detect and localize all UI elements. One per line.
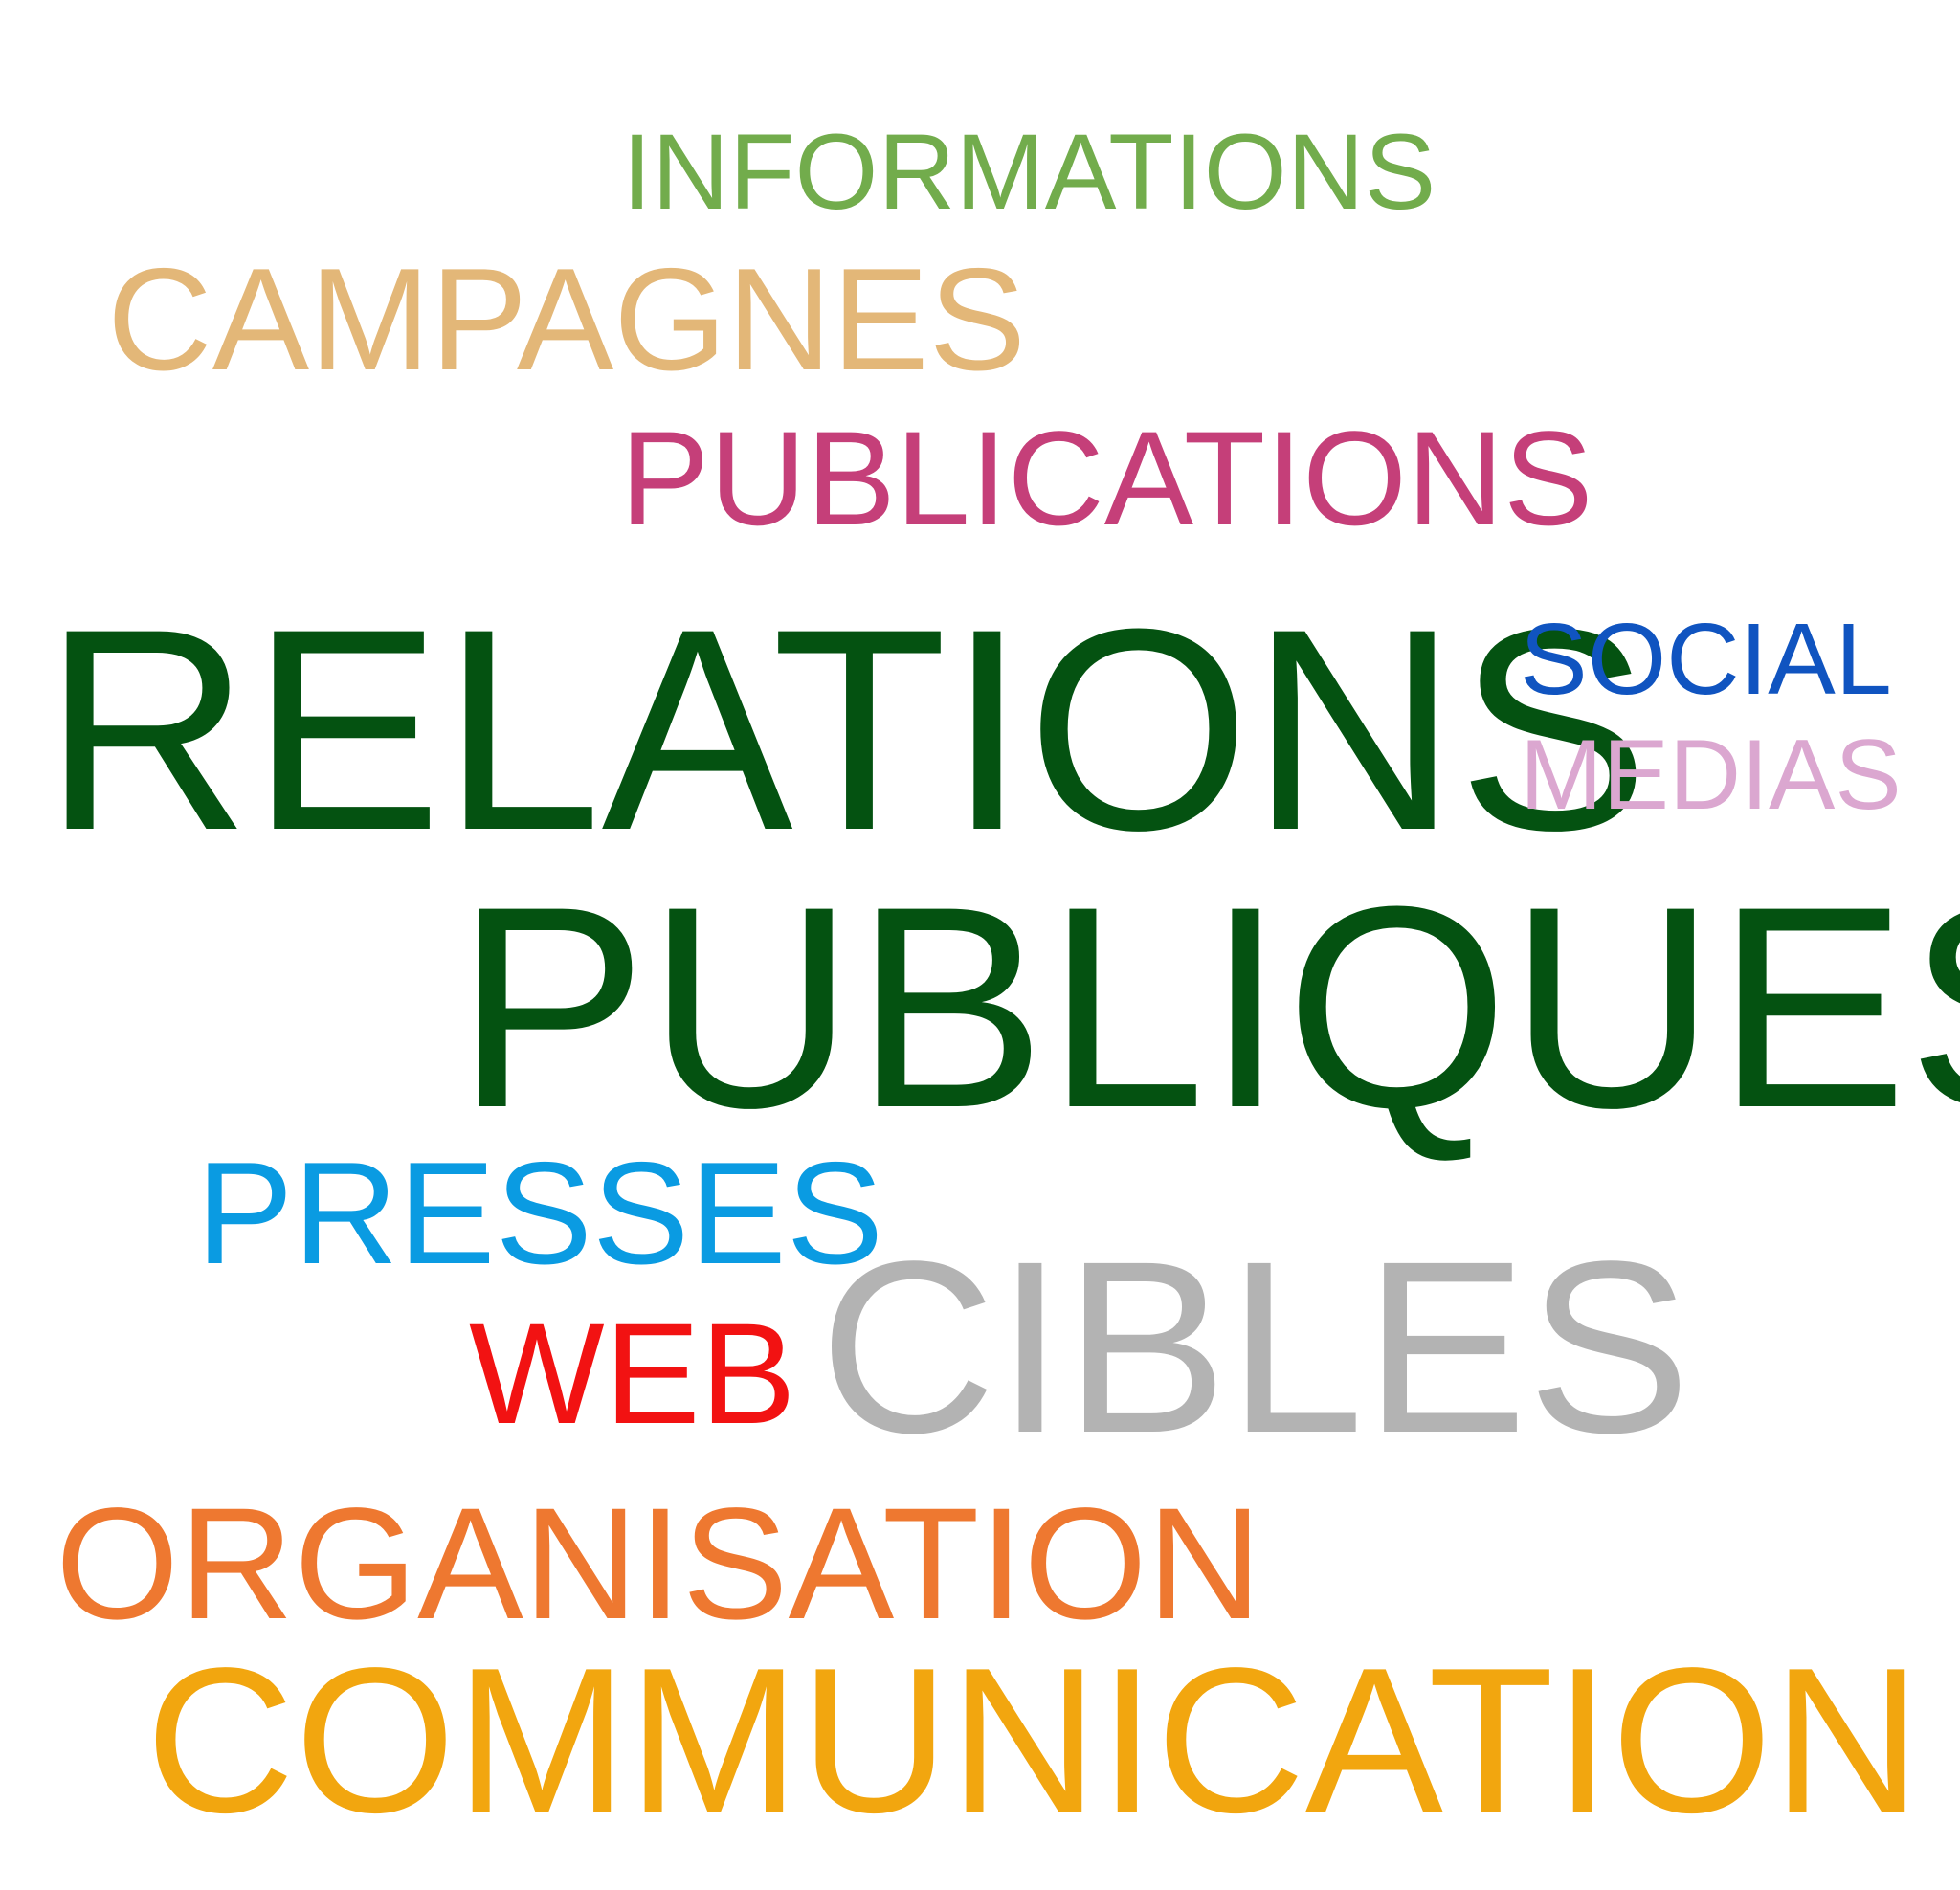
word-social: SOCIAL xyxy=(1520,603,1892,716)
word-presses: PRESSES xyxy=(196,1132,884,1295)
word-web: WEB xyxy=(469,1293,796,1454)
word-informations: INFORMATIONS xyxy=(622,112,1437,232)
word-campagnes: CAMPAGNES xyxy=(107,238,1027,401)
word-medias: MEDIAS xyxy=(1520,720,1902,831)
word-publications: PUBLICATIONS xyxy=(620,403,1593,553)
word-publiques: PUBLIQUES xyxy=(456,846,1960,1167)
word-organisation: ORGANISATION xyxy=(56,1476,1262,1653)
word-cibles: CIBLES xyxy=(819,1211,1691,1484)
word-relations: RELATIONS xyxy=(43,568,1650,890)
word-communication: COMMUNICATION xyxy=(145,1624,1922,1856)
